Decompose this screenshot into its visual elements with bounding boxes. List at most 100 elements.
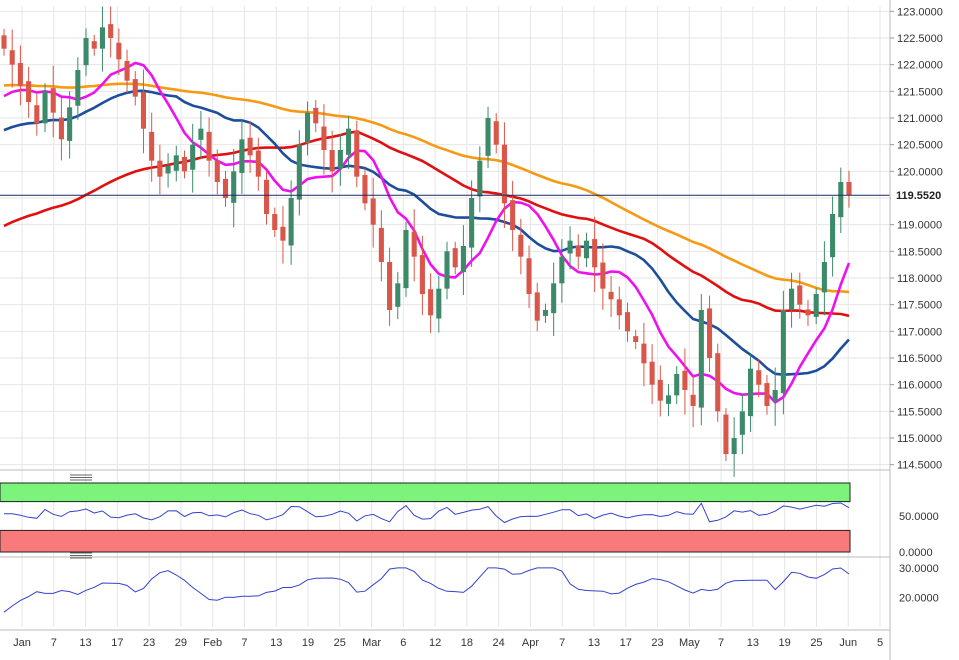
price-tick-label: 115.0000: [897, 433, 942, 445]
oscillator-1-panel[interactable]: [0, 474, 851, 553]
oversold-zone: [0, 529, 851, 553]
oscillator-2-line: [3, 567, 850, 613]
candle-body: [370, 198, 376, 225]
candle-body: [231, 171, 237, 203]
candle-body: [140, 91, 147, 129]
candle-body: [739, 411, 745, 435]
candle-body: [17, 63, 23, 86]
candle-body: [846, 182, 852, 196]
price-tick-label: 120.0000: [897, 166, 943, 178]
candle-body: [165, 166, 171, 174]
candle-body: [124, 60, 130, 81]
candle-body: [99, 27, 105, 49]
time-tick-label: 29: [175, 637, 187, 649]
panel-dividers: [0, 0, 891, 660]
candle-body: [452, 248, 458, 268]
candle-body: [173, 155, 179, 171]
time-tick-label: 7: [559, 637, 565, 649]
time-tick-label: Feb: [203, 637, 222, 649]
price-tick-label: 116.0000: [897, 380, 942, 392]
candle-body: [501, 144, 507, 204]
candle-body: [321, 126, 327, 150]
candle-body: [821, 262, 827, 293]
candle-body: [460, 246, 466, 273]
candle-body: [395, 283, 401, 307]
oscillator-2-panel[interactable]: [3, 552, 850, 613]
candle-body: [67, 107, 73, 141]
candle-body: [346, 128, 352, 155]
time-tick-label: 13: [588, 637, 600, 649]
candle-body: [797, 285, 803, 305]
candle-body: [91, 41, 97, 49]
time-tick-label: Jan: [13, 637, 31, 649]
candle-body: [108, 24, 114, 38]
candle-body: [789, 288, 795, 310]
time-tick-label: 12: [429, 637, 441, 649]
candle-body: [436, 288, 442, 319]
time-tick-label: 7: [718, 637, 724, 649]
candle-body: [157, 160, 163, 177]
candle-body: [534, 292, 540, 321]
candle-body: [756, 370, 762, 385]
price-tick-label: 120.5000: [897, 140, 943, 152]
price-axis: 123.0000 122.5000 122.0000 121.5000 121.0000…: [890, 6, 943, 472]
candle-body: [469, 198, 475, 248]
time-tick-label: Apr: [522, 637, 539, 649]
time-tick-label: 25: [334, 637, 346, 649]
candle-body: [592, 239, 598, 268]
candle-body: [411, 231, 417, 257]
overbought-zone: [0, 482, 851, 503]
candle-body: [731, 438, 737, 454]
candle-body: [214, 160, 220, 182]
candle-body: [624, 312, 631, 332]
candle-body: [149, 131, 155, 161]
time-tick-label: 7: [51, 637, 57, 649]
candle-body: [1, 35, 7, 49]
oscillator-2-tick-label: 30.0000: [899, 563, 939, 575]
candles: [1, 6, 852, 477]
time-tick-label: 13: [270, 637, 282, 649]
panel-resize-handle-icon: [70, 474, 92, 481]
candle-body: [674, 374, 680, 396]
candle-body: [255, 150, 261, 177]
candle-body: [42, 91, 48, 124]
time-tick-label: 17: [111, 637, 123, 649]
time-tick-label: 23: [143, 637, 155, 649]
candle-body: [657, 379, 663, 401]
oscillator-2-axis: 30.0000 20.0000: [899, 563, 939, 605]
candle-body: [641, 343, 647, 364]
candle-body: [288, 198, 294, 246]
candle-body: [649, 361, 655, 385]
time-tick-label: Jun: [839, 637, 857, 649]
candle-body: [34, 105, 40, 124]
candle-body: [272, 214, 278, 230]
candle-body: [838, 182, 844, 218]
candle-body: [280, 226, 286, 241]
candle-body: [633, 336, 639, 342]
time-tick-label: 25: [810, 637, 822, 649]
time-tick-label: 23: [651, 637, 663, 649]
last-price-label: 119.5520: [896, 190, 941, 202]
candle-body: [50, 88, 56, 113]
candle-body: [198, 128, 204, 140]
candle-body: [296, 144, 302, 200]
price-panel[interactable]: [0, 6, 890, 477]
moving-averages: [3, 61, 851, 404]
candle-body: [75, 70, 81, 106]
time-tick-label: 13: [747, 637, 759, 649]
candle-body: [428, 289, 434, 316]
price-tick-label: 114.5000: [897, 460, 942, 472]
candle-body: [690, 394, 696, 406]
candle-body: [813, 294, 819, 317]
candle-body: [723, 414, 729, 454]
candle-body: [575, 245, 581, 257]
candle-body: [600, 262, 606, 289]
candle-body: [567, 240, 573, 254]
candle-body: [313, 107, 319, 124]
moving-average-mid: [3, 89, 850, 376]
candle-body: [362, 175, 368, 204]
candle-body: [559, 256, 565, 284]
time-tick-label: 7: [241, 637, 247, 649]
time-tick-label: 17: [620, 637, 632, 649]
